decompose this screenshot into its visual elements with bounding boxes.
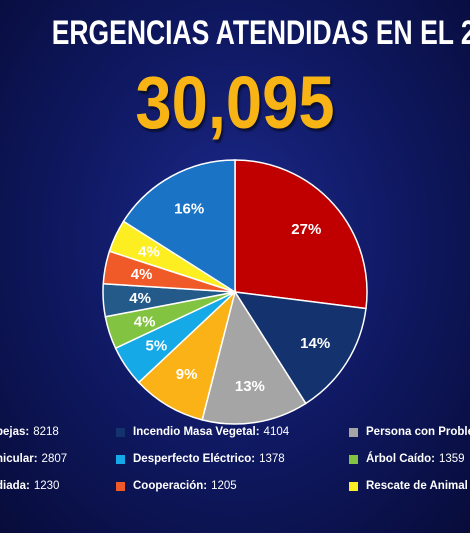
legend-item-6: diada:1230 (0, 478, 59, 494)
legend-label-6: diada: (0, 480, 30, 492)
chart-title: ERGENCIAS ATENDIDAS EN EL 20 (51, 14, 470, 52)
legend-swatch-2 (349, 427, 358, 437)
pie-slice-1 (233, 291, 367, 405)
legend-swatch-1 (116, 427, 125, 437)
pie-slice-label-4: 5% (146, 337, 168, 354)
legend-swatch-7 (116, 481, 125, 491)
legend-item-5: Árbol Caído: 1359 (349, 451, 465, 467)
pie-slice-2 (201, 290, 307, 425)
legend-value-0: 8218 (33, 426, 59, 438)
legend-label-7: Cooperación: (133, 480, 208, 492)
legend-swatch-4 (116, 454, 125, 464)
legend-item-4: Desperfecto Eléctrico: 1378 (116, 451, 285, 467)
legend-value-7: 1205 (211, 480, 237, 492)
legend-item-7: Cooperación: 1205 (116, 478, 237, 494)
legend-label-5: Árbol Caído: (366, 453, 435, 465)
legend-value-6: 1230 (33, 480, 60, 492)
pie-slice-label-1: 14% (300, 335, 330, 352)
pie-slice-label-3: 9% (176, 366, 198, 383)
legend-value-1: 4104 (263, 426, 290, 438)
pie-slice-label-7: 4% (131, 266, 153, 283)
legend-value-3: 2807 (41, 453, 68, 465)
pie-slice-label-5: 4% (134, 313, 156, 330)
pie-slice-label-0: 27% (291, 221, 321, 238)
legend-value-5: 1359 (439, 453, 465, 465)
legend-label-4: Desperfecto Eléctrico: (133, 453, 256, 465)
legend-label-0: bejas: (0, 426, 30, 438)
legend-label-3: hicular: (0, 453, 38, 465)
legend-item-0: bejas:8218 (0, 424, 59, 440)
pie-slice-label-9: 16% (174, 201, 204, 218)
legend-item-1: Incendio Masa Vegetal: 4104 (116, 424, 289, 440)
pie-slice-9 (122, 159, 236, 294)
pie-slice-label-8: 4% (138, 244, 160, 261)
legend-label-1: Incendio Masa Vegetal: (133, 426, 260, 438)
pie-slice-0 (234, 159, 368, 310)
legend-value-4: 1378 (259, 453, 285, 465)
legend-item-8: Rescate de Animal (349, 478, 468, 494)
pie-slice-label-6: 4% (129, 290, 151, 307)
legend-item-2: Persona con Problem (349, 424, 470, 440)
legend-swatch-5 (349, 454, 358, 464)
legend-label-8: Rescate de Animal (366, 480, 468, 492)
pie-slice-label-2: 13% (235, 378, 265, 395)
legend-item-3: hicular: 2807 (0, 451, 67, 467)
legend-swatch-8 (349, 481, 358, 491)
legend-label-2: Persona con Problem (366, 426, 470, 438)
total-count: 30,095 (135, 61, 335, 144)
